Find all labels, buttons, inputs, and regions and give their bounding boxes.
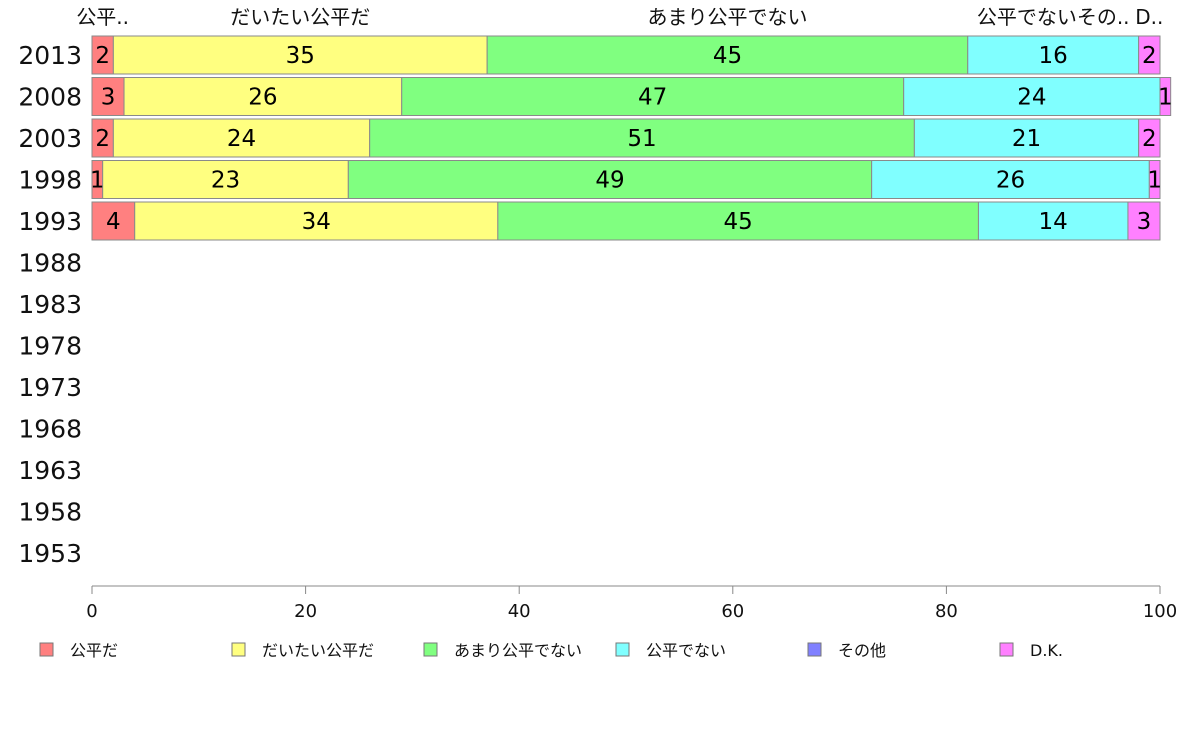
x-tick-label: 80 [935,601,958,622]
bar-value-label: 2 [1142,43,1157,69]
bar-segment [967,35,1140,75]
bar-segment [497,201,979,241]
bar-value-label: 49 [595,168,624,194]
year-label-1983: 1983 [18,290,82,319]
header-labels: 公平.. だいたい公平だ あまり公平でない 公平でないその.. D.. [76,5,1163,29]
header-label-1: だいたい公平だ [230,5,370,29]
x-tick-label: 60 [721,601,744,622]
legend-label: あまり公平でない [454,641,582,660]
bar-value-label: 16 [1039,43,1068,69]
x-tick-label: 100 [1143,601,1177,622]
bar-value-label: 24 [227,126,256,152]
bar-segment [112,35,488,75]
year-axis: 2013 2008 2003 1998 1993 1988 1983 1978 1973 1968… [18,41,82,568]
bar-value-label: 23 [211,168,240,194]
bar-value-label: 26 [248,85,277,111]
legend-label: だいたい公平だ [262,641,374,660]
legend-swatch [423,642,438,657]
bar-segment [1159,77,1172,116]
bar-segment [369,118,915,158]
bar-value-label: 45 [723,209,752,235]
bar-segment [112,118,371,158]
x-tick-label: 0 [86,601,97,622]
legend-label: その他 [838,641,886,660]
bar-value-label: 47 [638,85,667,111]
bar-value-label: 35 [286,43,315,69]
bar-segment [913,118,1140,158]
bar-segment [123,77,403,116]
bar-value-label: 2 [1142,126,1157,152]
x-tick-label: 40 [508,601,531,622]
bars: 2 35 45 16 23 26 47 24 12 24 51 21 21 23 49 26 14 34 45 14 3 [90,35,1173,241]
year-label-1993: 1993 [18,207,82,236]
bar-value-label: 1 [1147,168,1162,194]
bar-value-label: 3 [1137,209,1152,235]
year-label-1978: 1978 [18,332,82,361]
header-label-2: あまり公平でない [647,5,807,29]
year-label-1968: 1968 [18,415,82,444]
bar-value-label: 45 [713,43,742,69]
legend-swatch [231,642,246,657]
legend-label: 公平でない [646,641,726,660]
header-label-4: D.. [1135,5,1163,29]
legend-swatch [615,642,630,657]
year-label-1973: 1973 [18,373,82,402]
bar-value-label: 21 [1012,126,1041,152]
bar-value-label: 14 [1039,209,1068,235]
header-label-0: 公平.. [76,5,129,29]
bar-value-label: 1 [1158,85,1173,111]
bar-value-label: 2 [95,126,110,152]
bar-segment [134,201,499,241]
x-axis: 0 20 40 60 80 100 [86,585,1177,622]
bar-segment [91,77,125,116]
bar-value-label: 51 [627,126,656,152]
year-label-2003: 2003 [18,124,82,153]
bar-segment [1148,160,1161,199]
bar-segment [486,35,969,75]
year-label-1963: 1963 [18,456,82,485]
bar-segment [401,77,905,116]
year-label-1958: 1958 [18,498,82,527]
year-label-1953: 1953 [18,539,82,568]
bar-value-label: 1 [90,168,105,194]
bar-value-label: 4 [106,209,121,235]
bar-segment [1127,201,1161,241]
bar-segment [102,160,349,199]
legend-label: 公平だ [70,641,118,660]
x-tick-label: 20 [294,601,317,622]
legend-swatch [807,642,822,657]
bar-value-label: 3 [101,85,116,111]
year-label-2008: 2008 [18,83,82,112]
bar-value-label: 26 [996,168,1025,194]
header-label-3: 公平でないその.. [977,5,1130,29]
bar-value-label: 2 [95,43,110,69]
bar-value-label: 34 [302,209,331,235]
legend: 公平だ だいたい公平だ あまり公平でない 公平でない その他 D.K. [39,641,1063,660]
bar-segment [977,201,1129,241]
year-label-2013: 2013 [18,41,82,70]
bar-segment [91,201,136,241]
bar-value-label: 24 [1017,85,1046,111]
legend-swatch [999,642,1014,657]
bar-segment [903,77,1161,116]
year-label-1998: 1998 [18,166,82,195]
legend-swatch [39,642,54,657]
legend-label: D.K. [1030,641,1063,660]
year-label-1988: 1988 [18,249,82,278]
bar-segment [1138,35,1161,75]
bar-segment [1138,118,1161,158]
